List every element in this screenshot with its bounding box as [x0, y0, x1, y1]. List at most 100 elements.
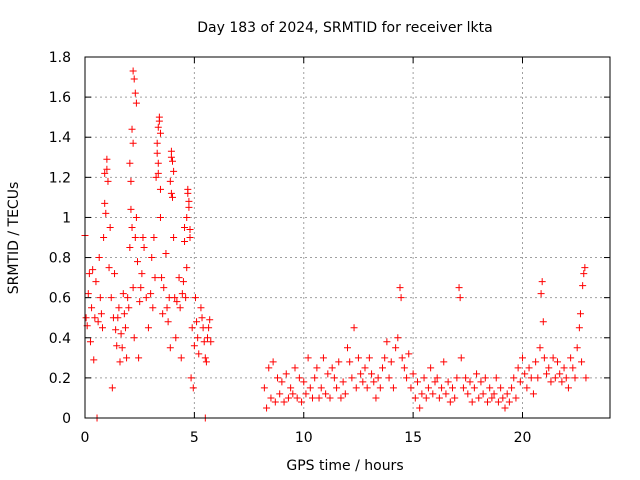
x-tick-label: 15: [404, 430, 422, 446]
data-point: [449, 384, 456, 392]
data-point: [82, 314, 90, 322]
data-point: [95, 254, 103, 262]
data-point: [405, 350, 413, 358]
data-point: [159, 310, 167, 318]
data-point: [545, 364, 553, 372]
data-point: [182, 294, 190, 302]
data-point: [324, 370, 332, 378]
data-point: [271, 398, 279, 406]
data-point: [154, 169, 162, 177]
data-point: [551, 374, 559, 382]
data-point: [111, 270, 119, 278]
data-point: [265, 364, 273, 372]
data-point: [172, 334, 180, 342]
data-point: [560, 364, 568, 372]
data-point: [287, 384, 295, 392]
data-point: [346, 358, 354, 366]
y-tick-label: 1.8: [49, 50, 71, 66]
data-point: [188, 324, 196, 332]
data-point: [556, 370, 564, 378]
data-point: [527, 374, 535, 382]
data-point: [289, 390, 297, 398]
data-point: [187, 374, 195, 382]
data-point: [456, 294, 464, 302]
data-point: [201, 354, 209, 362]
data-point: [455, 284, 463, 292]
data-point: [539, 318, 547, 326]
data-point: [100, 234, 108, 241]
data-point: [147, 290, 155, 298]
data-point: [108, 384, 116, 392]
data-point: [206, 316, 214, 324]
data-point: [564, 384, 572, 392]
data-point: [387, 358, 395, 366]
data-point: [153, 139, 161, 147]
data-point: [155, 117, 163, 125]
data-point: [433, 374, 441, 382]
data-point: [357, 370, 365, 378]
data-point: [125, 304, 133, 312]
data-point: [152, 173, 160, 181]
data-point: [156, 185, 164, 193]
data-point: [418, 390, 426, 398]
data-point: [184, 185, 192, 193]
data-point: [149, 304, 157, 312]
data-point: [543, 370, 551, 378]
data-point: [193, 318, 201, 326]
data-point: [170, 167, 178, 175]
data-point: [453, 374, 461, 382]
data-point: [328, 364, 336, 372]
data-point: [490, 390, 498, 398]
data-point: [407, 384, 415, 392]
data-point: [547, 378, 555, 386]
data-point: [309, 394, 316, 402]
data-point: [335, 358, 343, 366]
data-point: [183, 264, 191, 272]
data-point: [569, 364, 577, 372]
data-point: [148, 254, 156, 262]
data-point: [138, 270, 146, 278]
data-point: [185, 197, 193, 205]
y-tick-label: 1: [62, 210, 71, 226]
data-point: [90, 356, 98, 364]
x-tick-label: 20: [514, 430, 532, 446]
y-tick-label: 0.2: [49, 371, 71, 387]
data-point: [494, 398, 502, 406]
data-point: [462, 374, 470, 382]
y-tick-label: 1.6: [49, 90, 71, 106]
data-point: [170, 234, 178, 241]
data-point: [484, 398, 491, 406]
data-point: [195, 350, 203, 358]
data-point: [581, 264, 589, 272]
data-point: [298, 398, 306, 406]
data-point: [529, 390, 537, 398]
data-point: [154, 123, 162, 131]
data-point: [173, 298, 181, 306]
data-point: [117, 330, 125, 338]
data-point: [106, 223, 114, 231]
data-point: [319, 354, 327, 362]
data-point: [121, 324, 129, 332]
data-point: [104, 177, 112, 185]
data-point: [113, 342, 121, 350]
data-point: [470, 384, 478, 392]
data-point: [127, 177, 135, 185]
data-point: [361, 364, 369, 372]
y-tick-label: 0.6: [49, 291, 71, 307]
data-point: [96, 294, 104, 302]
data-point: [139, 234, 147, 241]
data-point: [403, 374, 411, 382]
data-point: [394, 334, 402, 342]
y-tick-labels: 0 0.2 0.4 0.6 0.8 1 1.2 1.4 1.6 1.8: [49, 50, 71, 427]
data-point: [516, 378, 524, 386]
data-point: [132, 99, 140, 107]
data-point: [538, 278, 546, 286]
data-point: [176, 304, 184, 312]
data-point: [464, 390, 472, 398]
data-point: [573, 344, 581, 352]
data-point: [442, 390, 450, 398]
data-point: [508, 384, 516, 392]
data-point: [102, 209, 110, 217]
data-point: [512, 394, 520, 402]
